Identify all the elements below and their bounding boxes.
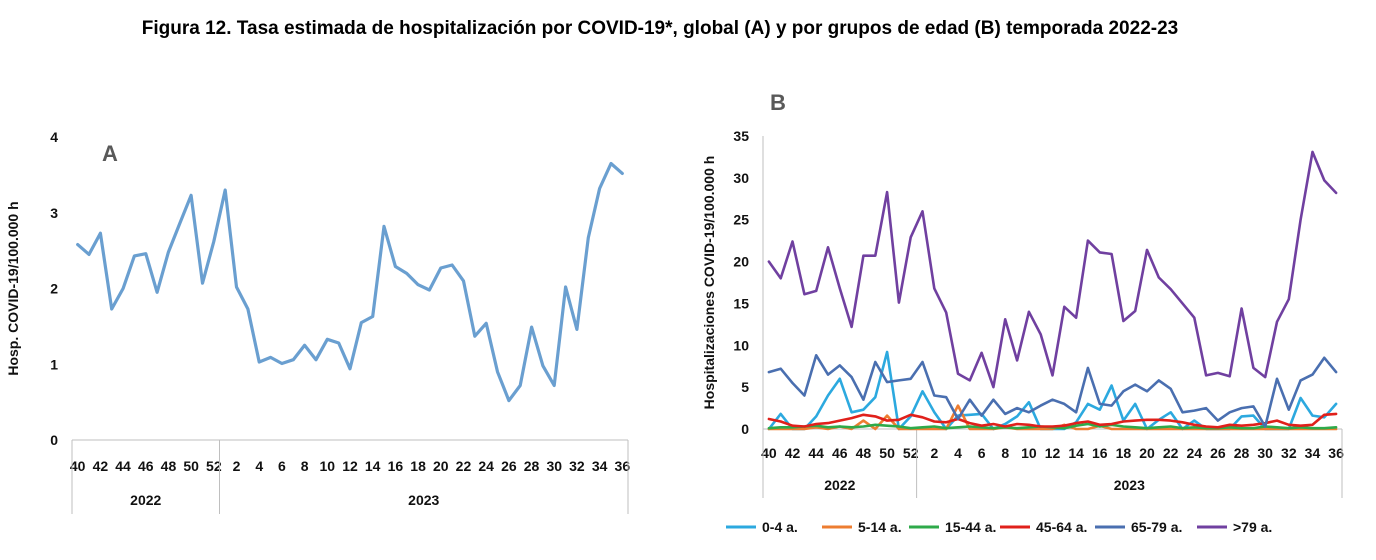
x-tick-label: 2 <box>233 458 241 474</box>
x-tick-label: 46 <box>832 445 848 461</box>
y-tick-label: 2 <box>50 281 58 297</box>
x-tick-label: 28 <box>524 458 540 474</box>
y-axis-title: Hosp. COVID-19/100.000 h <box>5 201 21 375</box>
legend-label: 65-79 a. <box>1131 519 1182 535</box>
y-tick-label: 5 <box>741 379 749 395</box>
legend-label: 45-64 a. <box>1036 519 1087 535</box>
x-tick-label: 18 <box>1116 445 1132 461</box>
x-tick-label: 36 <box>615 458 631 474</box>
x-tick-label: 50 <box>879 445 895 461</box>
series-line-global <box>76 161 624 403</box>
x-tick-label: 40 <box>761 445 777 461</box>
x-tick-label: 44 <box>808 445 824 461</box>
panel-label-b: B <box>770 90 786 115</box>
panel-label-a: A <box>102 141 118 166</box>
x-tick-label: 12 <box>1045 445 1061 461</box>
x-tick-label: 8 <box>1001 445 1009 461</box>
y-tick-label: 3 <box>50 205 58 221</box>
y-tick-label: 25 <box>733 212 749 228</box>
legend-label: >79 a. <box>1233 519 1272 535</box>
x-tick-label: 20 <box>433 458 449 474</box>
legend-b: 0-4 a. 5-14 a. 15-44 a. 45-64 a. 65-79 a. >79… <box>726 519 1272 535</box>
x-tick-label: 24 <box>478 458 494 474</box>
x-tick-label: 34 <box>1305 445 1321 461</box>
x-tick-label: 14 <box>1068 445 1084 461</box>
x-tick-label: 8 <box>301 458 309 474</box>
year-label: 2022 <box>824 477 855 493</box>
series-line-65-79-a <box>767 353 1338 428</box>
y-tick-label: 0 <box>741 421 749 437</box>
legend-label: 5-14 a. <box>858 519 902 535</box>
y-tick-label: 20 <box>733 254 749 270</box>
x-tick-label: 22 <box>456 458 472 474</box>
x-tick-label: 10 <box>1021 445 1037 461</box>
year-label: 2022 <box>130 492 161 508</box>
year-label: 2023 <box>408 492 439 508</box>
x-tick-label: 2 <box>930 445 938 461</box>
x-tick-label: 30 <box>1257 445 1273 461</box>
x-tick-label: 24 <box>1187 445 1203 461</box>
x-tick-label: 36 <box>1328 445 1344 461</box>
x-tick-label: 42 <box>785 445 801 461</box>
chart-b: B Hospitalizaciones COVID-19/100.000 h 0 5 1… <box>701 90 1344 498</box>
x-tick-label: 12 <box>342 458 358 474</box>
y-tick-label: 4 <box>50 129 58 145</box>
y-tick-label: 30 <box>733 170 749 186</box>
x-tick-label: 18 <box>410 458 426 474</box>
x-tick-label: 44 <box>115 458 131 474</box>
series-line-45-64-a <box>767 412 1338 429</box>
x-tick-label: 26 <box>1210 445 1226 461</box>
x-tick-label: 4 <box>954 445 962 461</box>
y-tick-label: 35 <box>733 128 749 144</box>
x-tick-label: 40 <box>70 458 86 474</box>
x-tick-label: 22 <box>1163 445 1179 461</box>
legend-label: 0-4 a. <box>762 519 798 535</box>
y-tick-label: 1 <box>50 356 58 372</box>
series-line-79-a <box>767 150 1338 389</box>
x-tick-label: 52 <box>206 458 222 474</box>
x-tick-label: 52 <box>903 445 919 461</box>
x-tick-label: 6 <box>278 458 286 474</box>
x-tick-label: 46 <box>138 458 154 474</box>
x-tick-label: 48 <box>856 445 872 461</box>
y-axis-title: Hospitalizaciones COVID-19/100.000 h <box>701 156 717 410</box>
legend-label: 15-44 a. <box>945 519 996 535</box>
y-tick-label: 0 <box>50 432 58 448</box>
y-tick-label: 15 <box>733 295 749 311</box>
x-tick-label: 26 <box>501 458 517 474</box>
y-tick-label: 10 <box>733 337 749 353</box>
x-tick-label: 48 <box>161 458 177 474</box>
x-tick-label: 32 <box>1281 445 1297 461</box>
x-tick-label: 10 <box>320 458 336 474</box>
x-tick-label: 34 <box>592 458 608 474</box>
year-label: 2023 <box>1114 477 1145 493</box>
x-tick-label: 32 <box>569 458 585 474</box>
x-tick-label: 20 <box>1139 445 1155 461</box>
x-tick-label: 42 <box>93 458 109 474</box>
x-tick-label: 6 <box>978 445 986 461</box>
x-tick-label: 50 <box>183 458 199 474</box>
x-tick-label: 30 <box>546 458 562 474</box>
figure-title: Figura 12. Tasa estimada de hospitalizac… <box>141 18 1179 39</box>
x-tick-label: 16 <box>388 458 404 474</box>
x-tick-label: 14 <box>365 458 381 474</box>
x-tick-label: 28 <box>1234 445 1250 461</box>
x-tick-label: 16 <box>1092 445 1108 461</box>
x-tick-label: 4 <box>255 458 263 474</box>
